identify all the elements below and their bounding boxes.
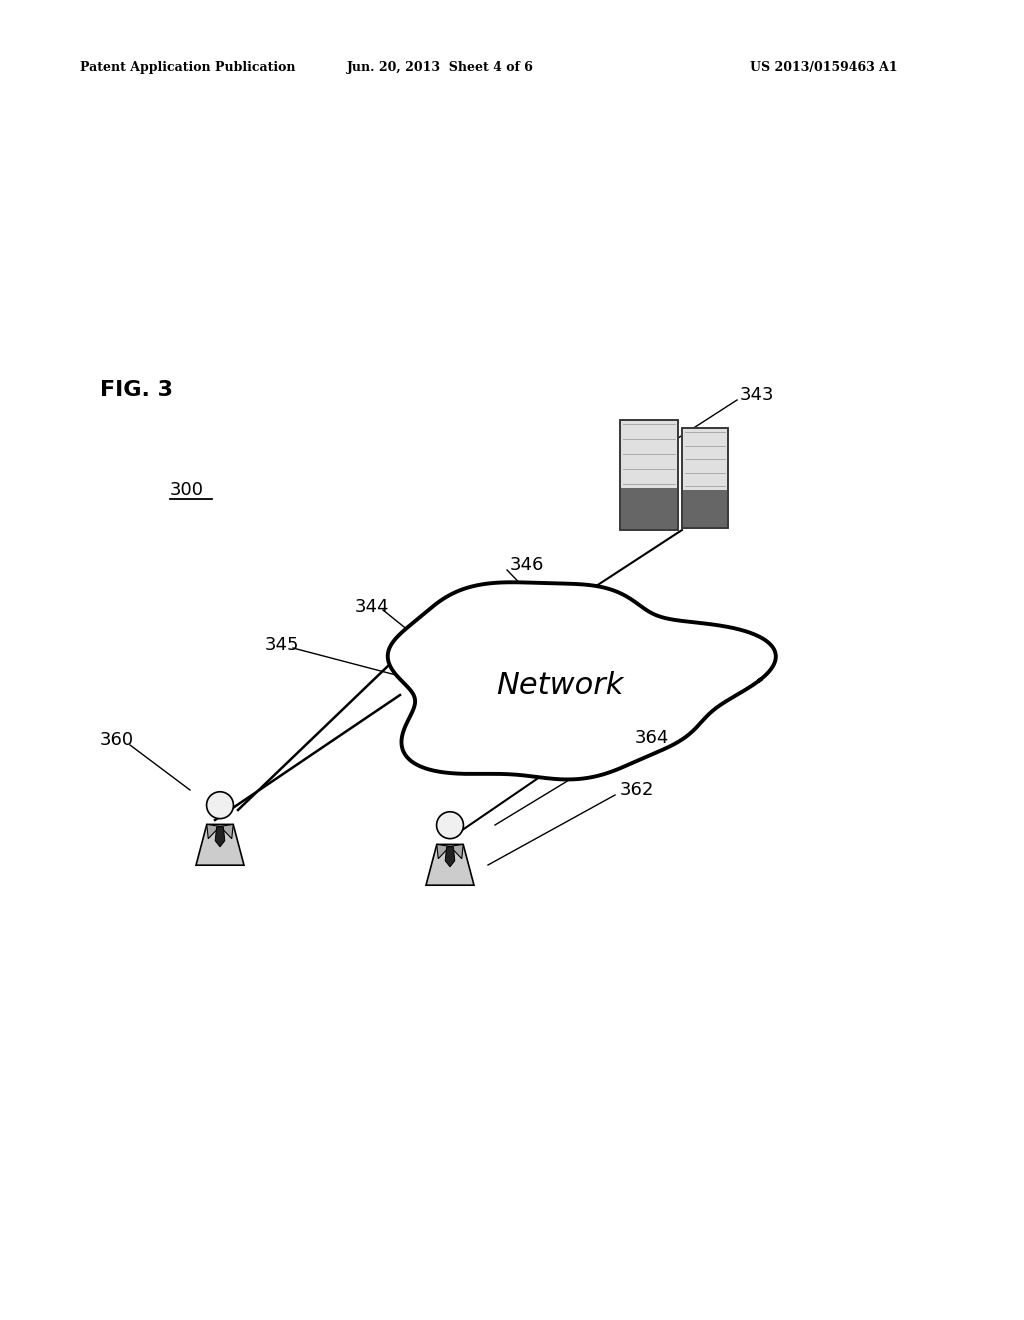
- Text: 300: 300: [170, 480, 204, 499]
- FancyBboxPatch shape: [620, 488, 678, 531]
- Polygon shape: [437, 845, 450, 859]
- Polygon shape: [215, 826, 225, 847]
- Text: 360: 360: [100, 731, 134, 748]
- FancyBboxPatch shape: [620, 420, 678, 531]
- Text: 346: 346: [510, 556, 545, 574]
- Circle shape: [436, 812, 464, 838]
- Text: US 2013/0159463 A1: US 2013/0159463 A1: [750, 62, 898, 74]
- Polygon shape: [426, 845, 474, 886]
- Text: 362: 362: [620, 781, 654, 799]
- Text: 344: 344: [355, 598, 389, 616]
- Polygon shape: [450, 845, 463, 859]
- Polygon shape: [445, 847, 455, 867]
- FancyBboxPatch shape: [682, 490, 728, 528]
- Polygon shape: [388, 582, 776, 779]
- Text: FIG. 3: FIG. 3: [100, 380, 173, 400]
- Circle shape: [207, 792, 233, 818]
- Text: 343: 343: [740, 385, 774, 404]
- Polygon shape: [207, 825, 220, 838]
- Text: 364: 364: [635, 729, 670, 747]
- FancyBboxPatch shape: [682, 428, 728, 528]
- Text: Patent Application Publication: Patent Application Publication: [80, 62, 296, 74]
- Polygon shape: [220, 825, 233, 838]
- Text: 345: 345: [265, 636, 299, 653]
- Text: Jun. 20, 2013  Sheet 4 of 6: Jun. 20, 2013 Sheet 4 of 6: [346, 62, 534, 74]
- Text: Network: Network: [497, 671, 624, 700]
- Polygon shape: [196, 825, 244, 865]
